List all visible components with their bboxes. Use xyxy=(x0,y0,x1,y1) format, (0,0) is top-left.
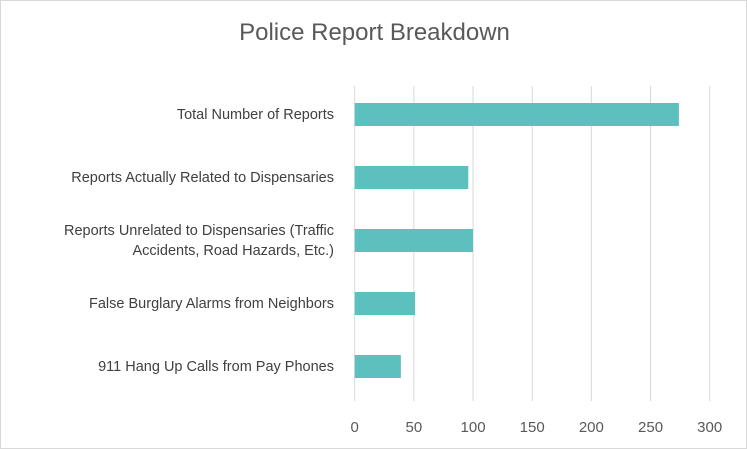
category-label: False Burglary Alarms from Neighbors xyxy=(89,295,334,312)
category-label: Reports Actually Related to Dispensaries xyxy=(71,169,334,186)
x-tick-label: 200 xyxy=(579,419,604,436)
x-tick-label: 250 xyxy=(638,419,663,436)
bar xyxy=(354,292,416,315)
category-label: Total Number of Reports xyxy=(176,106,334,123)
x-tick-label: 300 xyxy=(697,419,722,436)
x-tick-label: 50 xyxy=(406,419,423,436)
x-tick-label: 100 xyxy=(461,419,486,436)
bar xyxy=(354,166,469,189)
category-label: Reports Unrelated to Dispensaries (Traff… xyxy=(64,222,334,259)
category-label: 911 Hang Up Calls from Pay Phones xyxy=(98,358,334,375)
bar xyxy=(354,103,679,126)
chart-title: Police Report Breakdown xyxy=(239,19,510,46)
bar xyxy=(354,355,401,378)
x-tick-label: 0 xyxy=(351,419,359,436)
bar xyxy=(354,229,474,252)
x-tick-label: 150 xyxy=(520,419,545,436)
